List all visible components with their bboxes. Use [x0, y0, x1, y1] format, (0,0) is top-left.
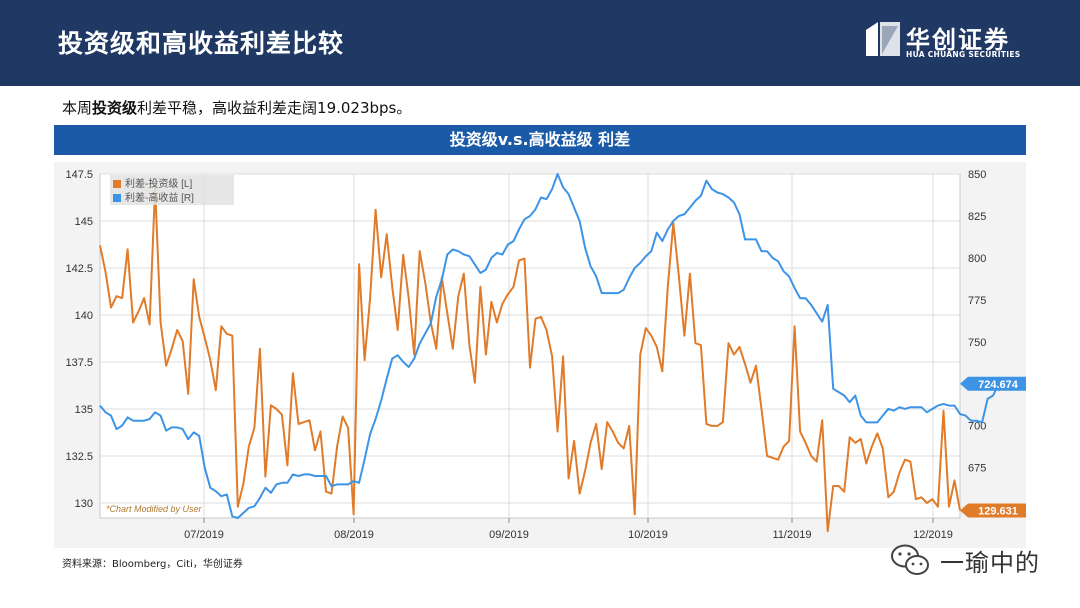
y-left-tick-label: 142.5 [65, 263, 93, 275]
last-value-flag-shape [960, 376, 1026, 391]
y-right-tick-label: 825 [968, 211, 986, 223]
legend-swatch [113, 180, 121, 188]
summary-bold: 投资级 [92, 99, 138, 117]
y-right-tick-label: 850 [968, 169, 986, 181]
y-left-tick-label: 132.5 [65, 451, 93, 463]
x-tick-label: 08/2019 [334, 529, 374, 541]
watermark-text: 一瑜中的 [940, 548, 1040, 577]
legend-swatch [113, 194, 121, 202]
last-value-label: 724.674 [978, 379, 1019, 391]
x-tick-label: 07/2019 [184, 529, 224, 541]
legend-box [110, 175, 234, 205]
chart-title-banner: 投资级v.s.高收益级 利差 [54, 125, 1026, 155]
legend-label: 利差-高收益 [R] [125, 191, 194, 204]
y-right-tick-label: 775 [968, 295, 986, 307]
series-line-investment-grade [99, 186, 961, 533]
y-left-tick-label: 147.5 [65, 169, 93, 181]
y-right-tick-label: 800 [968, 253, 986, 265]
logo-text-en: HUA CHUANG SECURITIES [906, 50, 1021, 59]
logo-mark-icon [866, 22, 900, 56]
chart-note: *Chart Modified by User [106, 504, 203, 514]
spread-chart: 147.5 145 142.5 140 137.5 135 132.5 130 850 825 80… [54, 162, 1026, 548]
legend: 利差-投资级 [L]利差-高收益 [R] [110, 175, 234, 205]
y-right-tick-label: 750 [968, 337, 986, 349]
last-value-flag-ig: 129.631 [960, 503, 1026, 518]
header-bar: 投资级和高收益利差比较 华创证券 HUA CHUANG SECURITIES [0, 0, 1080, 86]
watermark: 一瑜中的 [890, 540, 1040, 580]
x-tick-label: 09/2019 [489, 529, 529, 541]
y-left-tick-label: 137.5 [65, 357, 93, 369]
chart-svg: 147.5 145 142.5 140 137.5 135 132.5 130 850 825 80… [54, 162, 1026, 548]
last-value-label: 129.631 [978, 505, 1018, 517]
legend-label: 利差-投资级 [L] [125, 177, 192, 190]
y-right-tick-label: 700 [968, 421, 986, 433]
summary-prefix: 本周 [62, 99, 93, 117]
last-value-flag-hy: 724.674 [960, 376, 1026, 391]
series-line-high-yield [99, 173, 1000, 519]
x-tick-label: 12/2019 [913, 529, 953, 541]
summary-text: 本周投资级利差平稳，高收益利差走阔19.023bps。 [62, 97, 411, 118]
y-right-tick-label: 675 [968, 463, 986, 475]
y-left-tick-label: 130 [75, 498, 93, 510]
source-note: 资料来源：Bloomberg，Citi，华创证券 [62, 559, 243, 570]
x-tick-label: 11/2019 [773, 529, 812, 541]
y-left-tick-label: 145 [75, 216, 93, 228]
wechat-icon [891, 544, 929, 575]
company-logo: 华创证券 HUA CHUANG SECURITIES [864, 20, 1054, 64]
page-title: 投资级和高收益利差比较 [58, 29, 345, 58]
logo-text-cn: 华创证券 [906, 26, 1010, 54]
y-left-tick-label: 140 [75, 310, 93, 322]
summary-suffix: 利差平稳，高收益利差走阔19.023bps。 [137, 99, 412, 117]
last-value-flag-shape [960, 503, 1026, 518]
y-left-tick-label: 135 [75, 404, 93, 416]
x-tick-label: 10/2019 [628, 529, 668, 541]
